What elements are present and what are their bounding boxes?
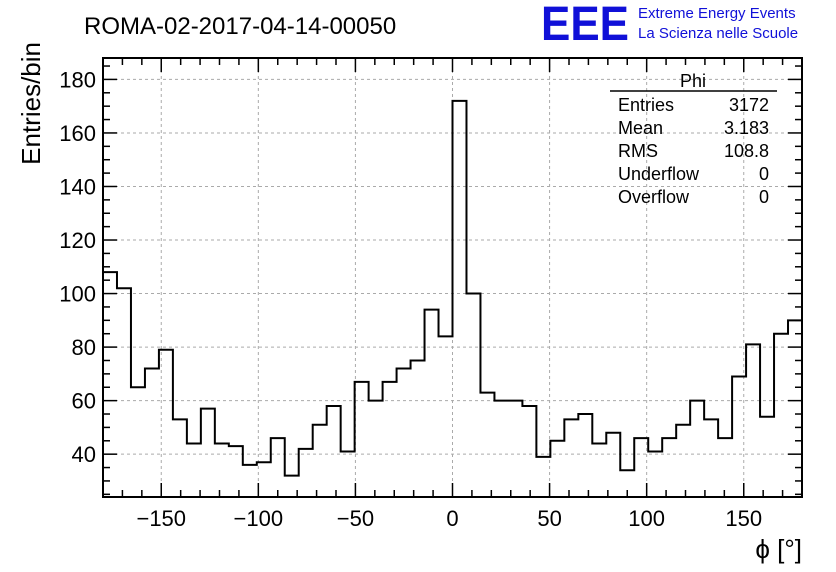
x-tick-label: −100: [234, 506, 284, 531]
y-tick-label: 80: [72, 335, 96, 360]
stats-label: Mean: [618, 118, 663, 138]
chart-title: ROMA-02-2017-04-14-00050: [84, 13, 396, 40]
logo-line-2: La Scienza nelle Scuole: [638, 25, 798, 42]
y-tick-label: 120: [59, 228, 96, 253]
y-tick-label: 60: [72, 389, 96, 414]
stats-label: RMS: [618, 141, 658, 161]
x-tick-label: 0: [446, 506, 458, 531]
y-tick-label: 140: [59, 174, 96, 199]
logo: EEE Extreme Energy Events La Scienza nel…: [541, 0, 798, 51]
x-tick-label: 150: [725, 506, 762, 531]
stats-label: Overflow: [618, 187, 690, 207]
stats-title: Phi: [680, 71, 706, 91]
y-tick-label: 100: [59, 282, 96, 307]
x-tick-label: −150: [136, 506, 186, 531]
logo-line-1: Extreme Energy Events: [638, 5, 796, 22]
x-tick-label: 100: [628, 506, 665, 531]
axis-ticks: [102, 58, 803, 497]
stats-value: 3.183: [724, 118, 769, 138]
stats-label: Underflow: [618, 164, 700, 184]
y-tick-label: 40: [72, 442, 96, 467]
y-tick-label: 180: [59, 67, 96, 92]
stats-value: 0: [759, 164, 769, 184]
stats-label: Entries: [618, 95, 674, 115]
stats-value: 3172: [729, 95, 769, 115]
x-axis-title: ϕ [°]: [755, 534, 802, 564]
stats-box: Phi Entries 3172 Mean 3.183 RMS 108.8 Underflo…: [610, 71, 777, 207]
x-tick-label: 50: [537, 506, 561, 531]
x-tick-labels: −150 −100 −50 0 50 100 150: [136, 506, 762, 531]
x-tick-label: −50: [337, 506, 374, 531]
y-axis-title: Entries/bin: [16, 42, 46, 165]
histogram-line: [103, 99, 802, 477]
stats-value: 0: [759, 187, 769, 207]
stats-value: 108.8: [724, 141, 769, 161]
logo-mark: EEE: [541, 0, 629, 51]
stats-rows: Entries 3172 Mean 3.183 RMS 108.8 Underflow 0 Ov…: [618, 95, 769, 207]
y-tick-labels: 40 60 80 100 120 140 160 180: [59, 67, 96, 467]
y-tick-label: 160: [59, 121, 96, 146]
